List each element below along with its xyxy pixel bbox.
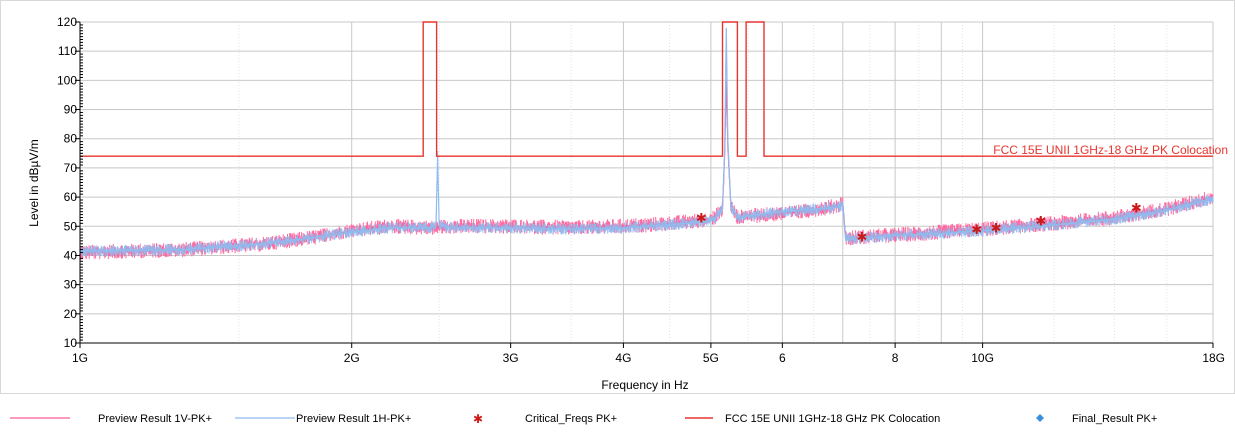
y-tick-label: 70 <box>64 161 78 175</box>
y-tick-label: 20 <box>64 307 78 321</box>
y-tick-label: 30 <box>64 278 78 292</box>
critical-freq-marker: ✱ <box>971 223 982 238</box>
y-tick-label: 60 <box>64 190 78 204</box>
legend-label: Preview Result 1H-PK+ <box>296 413 411 425</box>
y-tick-label: 10 <box>64 336 78 350</box>
y-axis-title: Level in dBµV/m <box>27 139 41 227</box>
legend-item: Preview Result 1V-PK+ <box>10 413 212 425</box>
y-tick-label: 110 <box>58 44 77 58</box>
legend-item: Final_Result PK+ <box>1036 413 1157 425</box>
legend-swatch-final <box>1036 414 1044 422</box>
x-tick-label: 10G <box>971 351 994 365</box>
legend-item: Preview Result 1H-PK+ <box>235 413 411 425</box>
critical-freq-marker: ✱ <box>696 212 707 227</box>
limit-line <box>80 21 1213 157</box>
y-tick-label: 120 <box>57 15 77 29</box>
critical-freq-marker: ✱ <box>856 230 867 245</box>
critical-freq-marker: ✱ <box>1035 214 1046 229</box>
trace-line-h <box>79 27 1214 252</box>
x-tick-label: 4G <box>615 351 631 365</box>
critical-freq-marker: ✱ <box>991 222 1002 237</box>
legend: Preview Result 1V-PK+ Preview Result 1H-P… <box>10 412 1157 426</box>
x-tick-label: 2G <box>344 351 360 365</box>
x-tick-label: 5G <box>703 351 719 365</box>
critical-freq-marker: ✱ <box>1131 201 1142 216</box>
legend-label: Preview Result 1V-PK+ <box>98 413 212 425</box>
x-tick-label: 1G <box>72 351 88 365</box>
y-tick-label: 50 <box>64 219 78 233</box>
axis-layer: 10 20 30 40 50 60 70 80 90 100 110 120 1G 2G 3G 4G 5G 6 8 1… <box>57 15 1225 365</box>
legend-item: ✱ Critical_Freqs PK+ <box>473 412 617 426</box>
y-tick-label: 90 <box>64 103 78 117</box>
legend-label: Critical_Freqs PK+ <box>525 413 617 425</box>
y-tick-label: 40 <box>64 248 78 262</box>
legend-swatch-critical: ✱ <box>473 412 483 426</box>
legend-item: FCC 15E UNII 1GHz-18 GHz PK Colocation <box>685 413 940 425</box>
y-tick-label: 100 <box>57 73 77 87</box>
y-tick-label: 80 <box>64 132 78 146</box>
x-tick-label: 18G <box>1202 351 1225 365</box>
x-tick-label: 3G <box>503 351 519 365</box>
x-tick-label: 6 <box>779 351 786 365</box>
limit-line-label: FCC 15E UNII 1GHz-18 GHz PK Colocation <box>993 143 1228 157</box>
series-layer: ✱ ✱ ✱ ✱ ✱ ✱ <box>79 21 1214 261</box>
x-axis-title: Frequency in Hz <box>601 378 688 392</box>
legend-label: FCC 15E UNII 1GHz-18 GHz PK Colocation <box>725 413 940 425</box>
x-tick-label: 8 <box>892 351 899 365</box>
legend-label: Final_Result PK+ <box>1072 413 1157 425</box>
